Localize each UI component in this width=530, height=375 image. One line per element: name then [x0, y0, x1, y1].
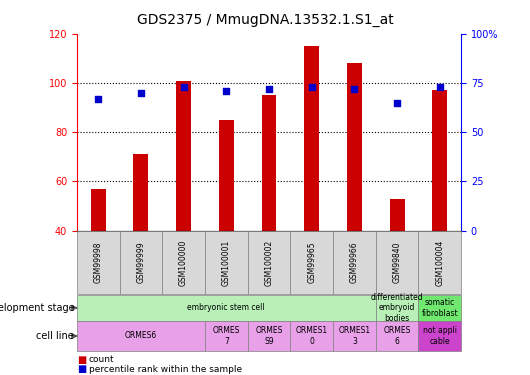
Text: development stage: development stage	[0, 303, 74, 313]
Point	[222, 88, 231, 94]
Text: GSM99998: GSM99998	[94, 242, 103, 283]
Text: ORMES
7: ORMES 7	[213, 326, 240, 346]
Text: GSM99965: GSM99965	[307, 242, 316, 284]
Text: GSM99966: GSM99966	[350, 242, 359, 284]
Point	[436, 84, 444, 90]
Text: ORMES6: ORMES6	[125, 332, 157, 340]
Bar	[347, 63, 362, 231]
Text: GSM100001: GSM100001	[222, 239, 231, 286]
Text: ORMES1
3: ORMES1 3	[338, 326, 370, 346]
Bar	[304, 46, 319, 231]
Text: GSM100002: GSM100002	[264, 239, 273, 286]
Text: ORMES
S9: ORMES S9	[255, 326, 282, 346]
Bar	[261, 95, 277, 231]
Text: percentile rank within the sample: percentile rank within the sample	[89, 365, 242, 374]
Text: differentiated
embryoid
bodies: differentiated embryoid bodies	[371, 293, 423, 323]
Text: cell line: cell line	[37, 331, 74, 341]
Point	[307, 84, 316, 90]
Text: ■: ■	[77, 355, 86, 365]
Text: GSM100004: GSM100004	[435, 239, 444, 286]
Text: GSM99840: GSM99840	[393, 242, 402, 283]
Text: ORMES
6: ORMES 6	[383, 326, 411, 346]
Text: ORMES1
0: ORMES1 0	[296, 326, 328, 346]
Point	[265, 86, 273, 92]
Text: somatic
fibroblast: somatic fibroblast	[421, 298, 458, 318]
Point	[350, 86, 359, 92]
Bar	[91, 189, 105, 231]
Bar	[176, 81, 191, 231]
Point	[393, 100, 401, 106]
Bar	[390, 199, 404, 231]
Text: embryonic stem cell: embryonic stem cell	[188, 303, 265, 312]
Point	[94, 96, 102, 102]
Text: ■: ■	[77, 364, 86, 374]
Point	[137, 90, 145, 96]
Text: GSM100000: GSM100000	[179, 239, 188, 286]
Bar	[432, 90, 447, 231]
Bar	[134, 154, 148, 231]
Text: GDS2375 / MmugDNA.13532.1.S1_at: GDS2375 / MmugDNA.13532.1.S1_at	[137, 13, 393, 27]
Text: count: count	[89, 356, 114, 364]
Bar	[219, 120, 234, 231]
Point	[179, 84, 188, 90]
Text: GSM99999: GSM99999	[136, 242, 145, 284]
Text: not appli
cable: not appli cable	[423, 326, 457, 346]
